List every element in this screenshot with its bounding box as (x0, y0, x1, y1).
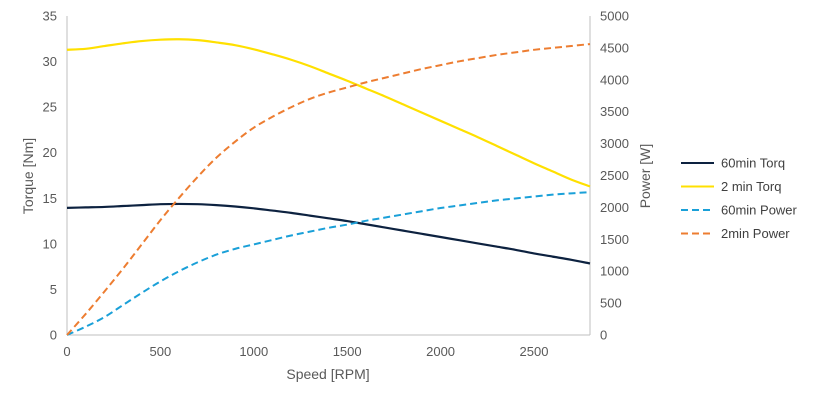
y-left-tick-label: 30 (43, 54, 57, 69)
y-right-axis-label: Power [W] (637, 144, 653, 209)
y-right-tick-label: 4000 (600, 72, 629, 87)
left-y-tick-labels: 0 5 10 15 20 25 30 35 (43, 9, 57, 343)
x-tick-label: 2000 (426, 344, 455, 359)
x-tick-label: 1000 (239, 344, 268, 359)
x-tick-labels: 0 500 1000 1500 2000 2500 (63, 344, 548, 359)
y-right-tick-label: 500 (600, 296, 622, 311)
legend-label-60min-power: 60min Power (721, 203, 798, 218)
y-left-tick-label: 20 (43, 145, 57, 160)
y-left-tick-label: 10 (43, 236, 57, 251)
legend: 60min Torq 2 min Torq 60min Power 2min Powe… (681, 156, 798, 241)
series-lines (66, 38, 591, 336)
y-right-tick-label: 1500 (600, 232, 629, 247)
y-left-tick-label: 35 (43, 9, 57, 24)
y-right-tick-label: 0 (600, 328, 607, 343)
x-axis-label: Speed [RPM] (286, 366, 369, 382)
x-tick-label: 500 (150, 344, 172, 359)
y-right-tick-label: 4500 (600, 40, 629, 55)
y-left-axis-label: Torque [Nm] (20, 138, 36, 214)
y-left-tick-label: 5 (50, 282, 57, 297)
y-left-tick-label: 25 (43, 100, 57, 115)
y-right-tick-label: 5000 (600, 9, 629, 24)
legend-label-2-min-torq: 2 min Torq (721, 179, 781, 194)
y-right-tick-label: 2000 (600, 200, 629, 215)
y-left-tick-label: 15 (43, 191, 57, 206)
right-y-tick-labels: 0 500 1000 1500 2000 2500 3000 3500 4000 4500 5000 (600, 9, 629, 343)
y-right-tick-label: 3000 (600, 136, 629, 151)
series-line-60min-torq (66, 202, 591, 265)
series-line-2min-power (66, 43, 591, 336)
series-line-60min-power (66, 191, 591, 336)
x-tick-label: 2500 (520, 344, 549, 359)
x-tick-label: 1500 (333, 344, 362, 359)
y-left-tick-label: 0 (50, 328, 57, 343)
y-right-tick-label: 3500 (600, 104, 629, 119)
legend-label-2min-power: 2min Power (721, 226, 790, 241)
x-tick-label: 0 (63, 344, 70, 359)
y-right-tick-label: 2500 (600, 168, 629, 183)
axes (66, 16, 591, 336)
series-line-2-min-torq (66, 38, 591, 188)
legend-label-60min-torq: 60min Torq (721, 156, 785, 171)
y-right-tick-label: 1000 (600, 264, 629, 279)
